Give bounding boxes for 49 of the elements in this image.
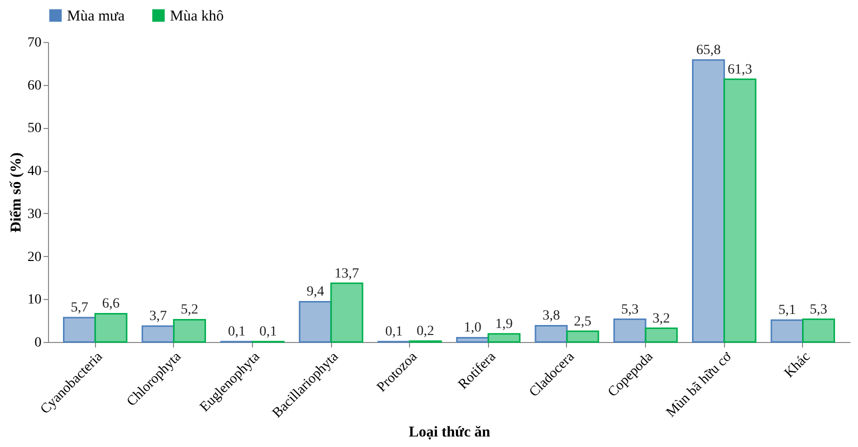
y-tick-label: 60 — [28, 78, 42, 94]
bar — [692, 59, 725, 343]
bar — [770, 319, 804, 343]
legend-label: Mùa khô — [170, 8, 224, 25]
y-tick-label: 10 — [28, 292, 42, 308]
data-label: 0,1 — [385, 324, 403, 340]
y-tick-label: 0 — [34, 336, 42, 350]
y-tick-label: 70 — [28, 36, 42, 50]
bar — [142, 325, 175, 343]
data-label: 3,7 — [149, 309, 167, 324]
data-label: 6,6 — [102, 296, 120, 312]
x-axis-title: Loại thức ăn — [408, 424, 491, 440]
bar — [94, 312, 128, 343]
data-label: 65,8 — [696, 43, 721, 58]
data-label: 3,8 — [542, 308, 560, 324]
data-label: 5,3 — [810, 302, 828, 318]
y-tick-label: 30 — [28, 206, 42, 222]
data-label: 61,3 — [728, 62, 752, 78]
x-tick-label: Mùn bã hữu cơ — [664, 349, 736, 420]
y-axis-title: Điểm số (%) — [8, 152, 24, 232]
data-label: 0,2 — [416, 324, 434, 340]
bar — [173, 318, 206, 343]
bar — [723, 78, 756, 343]
data-label: 0,1 — [259, 324, 277, 340]
bar — [488, 333, 521, 343]
y-tick-label: 20 — [28, 250, 42, 265]
bar — [802, 318, 836, 343]
data-label: 13,7 — [334, 266, 360, 282]
bar — [613, 318, 646, 343]
bar — [534, 324, 568, 343]
data-label: 5,2 — [180, 302, 198, 318]
bar — [566, 330, 600, 343]
bar — [644, 328, 678, 343]
bar — [330, 282, 364, 343]
y-tick-label: 50 — [28, 121, 42, 136]
data-label: 3,2 — [652, 311, 670, 326]
y-tick-label: 40 — [28, 164, 42, 180]
bar — [62, 316, 96, 343]
bar — [298, 300, 332, 343]
data-label: 5,3 — [621, 302, 639, 318]
data-label: 9,4 — [306, 284, 324, 300]
data-label: 5,7 — [70, 300, 88, 316]
data-label: 2,5 — [574, 314, 592, 330]
data-label: 1,0 — [464, 320, 482, 336]
data-label: 1,9 — [495, 316, 513, 332]
bar — [456, 336, 490, 343]
data-label: 0,1 — [228, 324, 246, 340]
data-label: 5,1 — [778, 303, 796, 318]
legend-label: Mùa mưa — [67, 8, 126, 25]
